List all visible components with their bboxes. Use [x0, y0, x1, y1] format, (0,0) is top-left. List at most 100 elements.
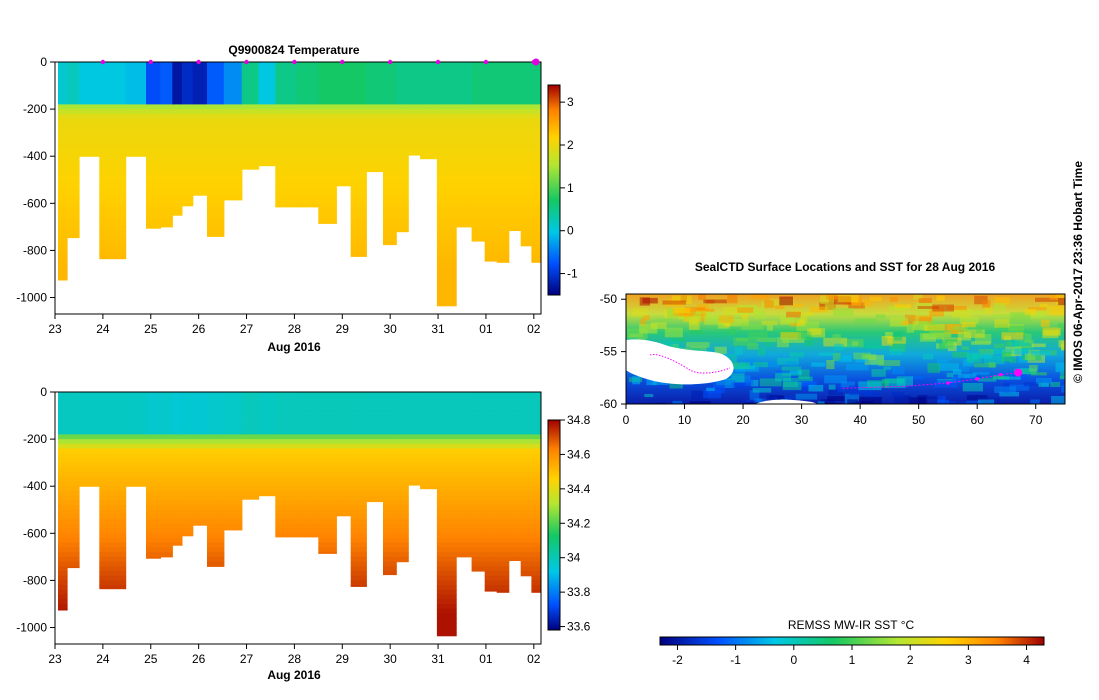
profile-cell	[484, 538, 498, 544]
profile-cell	[160, 156, 173, 162]
profile-cell	[484, 62, 498, 68]
sst-patch	[762, 361, 780, 368]
profile-cell	[318, 156, 337, 162]
profile-cell	[531, 552, 541, 558]
profile-cell	[396, 472, 409, 478]
profile-cell	[436, 392, 457, 398]
profile-cell	[531, 189, 541, 195]
profile-cell	[223, 462, 243, 468]
profile-cell	[436, 274, 457, 280]
profile-cell	[172, 165, 183, 171]
profile-cell	[484, 250, 498, 256]
x-tick-label: 24	[96, 652, 110, 666]
profile-cell	[456, 415, 473, 421]
profile-cell	[508, 425, 522, 431]
profile-cell	[99, 212, 127, 218]
profile-cell	[484, 109, 498, 115]
profile-cell	[67, 523, 80, 530]
sst-patch	[896, 376, 913, 386]
profile-cell	[484, 410, 498, 417]
profile-cell	[223, 443, 243, 450]
sst-patch	[698, 294, 706, 300]
profile-cell	[456, 523, 473, 530]
profile-cell	[484, 495, 498, 501]
profile-cell	[350, 476, 367, 483]
profile-cell	[318, 396, 337, 402]
profile-cell	[275, 500, 298, 506]
profile-cell	[146, 66, 161, 72]
profile-cell	[531, 472, 541, 478]
profile-cell	[192, 396, 208, 402]
sst-patch	[834, 343, 844, 351]
profile-cell	[436, 585, 457, 591]
sst-patch	[1050, 381, 1061, 387]
profile-cell	[508, 505, 522, 511]
sst-patch	[790, 322, 800, 327]
colorbar-tick-label: 2	[567, 138, 574, 152]
profile-cell	[318, 127, 337, 134]
profile-cell	[496, 179, 510, 186]
profile-cell	[172, 528, 183, 534]
sst-patch	[905, 375, 925, 379]
sst-patch	[849, 385, 872, 396]
profile-cell	[58, 401, 68, 407]
profile-cell	[146, 179, 161, 186]
profile-cell	[350, 467, 367, 473]
profile-cell	[318, 62, 337, 68]
profile-cell	[223, 179, 243, 186]
profile-cell	[223, 160, 243, 167]
sst-patch	[1031, 372, 1047, 376]
sst-patch	[761, 320, 778, 326]
profile-cell	[223, 142, 243, 148]
profile-cell	[484, 193, 498, 200]
profile-cell	[531, 425, 541, 431]
sst-patch	[642, 297, 658, 304]
profile-cell	[172, 505, 183, 511]
profile-cell	[241, 113, 260, 120]
profile-cell	[396, 208, 409, 214]
profile-cell	[58, 476, 68, 483]
sst-patch	[906, 323, 914, 333]
profile-cell	[78, 76, 100, 82]
profile-cell	[508, 208, 522, 214]
profile-cell	[99, 533, 127, 539]
profile-cell	[456, 547, 473, 553]
profile-cell	[172, 62, 183, 68]
profile-cell	[484, 146, 498, 153]
colorbar-tick-label: 33.8	[567, 585, 591, 599]
profile-cell	[241, 142, 260, 148]
profile-cell	[350, 392, 367, 398]
sst-patch	[994, 343, 1005, 349]
profile-cell	[99, 410, 127, 417]
profile-cell	[223, 401, 243, 407]
sst-patch	[785, 361, 798, 366]
profile-cell	[531, 160, 541, 167]
sst-patch	[993, 302, 1006, 311]
profile-cell	[207, 179, 225, 186]
profile-cell	[484, 509, 498, 516]
sst-patch	[919, 316, 932, 325]
profile-cell	[67, 95, 80, 101]
profile-cell	[396, 556, 409, 563]
profile-cell	[192, 66, 208, 72]
profile-cell	[508, 490, 522, 497]
profile-cell	[531, 514, 541, 520]
sst-patch	[932, 304, 954, 312]
profile-cell	[67, 481, 80, 487]
profile-cell	[366, 462, 384, 468]
profile-cell	[58, 278, 68, 281]
profile-cell	[383, 146, 397, 153]
profile-cell	[396, 410, 409, 417]
profile-cell	[192, 184, 208, 190]
profile-cell	[456, 490, 473, 497]
profile-cell	[223, 392, 243, 398]
profile-cell	[160, 448, 173, 454]
sst-patch	[832, 334, 841, 340]
profile-cell	[396, 486, 409, 492]
profile-cell	[275, 203, 298, 208]
profile-cell	[160, 481, 173, 487]
sst-colorbar-tick-label: 3	[965, 653, 972, 667]
profile-cell	[396, 175, 409, 181]
profile-cell	[172, 429, 183, 435]
profile-cell	[146, 523, 161, 530]
